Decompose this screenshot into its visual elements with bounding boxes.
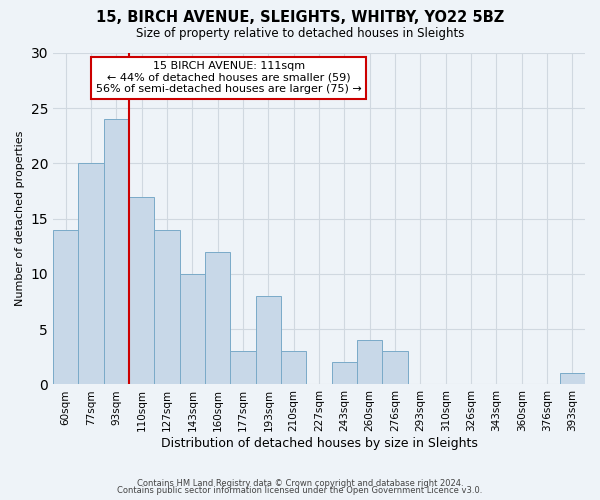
- Bar: [53, 230, 79, 384]
- Bar: [205, 252, 230, 384]
- Bar: [382, 352, 407, 384]
- Bar: [230, 352, 256, 384]
- Bar: [332, 362, 357, 384]
- Text: Contains HM Land Registry data © Crown copyright and database right 2024.: Contains HM Land Registry data © Crown c…: [137, 478, 463, 488]
- Text: 15, BIRCH AVENUE, SLEIGHTS, WHITBY, YO22 5BZ: 15, BIRCH AVENUE, SLEIGHTS, WHITBY, YO22…: [96, 10, 504, 25]
- Bar: [357, 340, 382, 384]
- Y-axis label: Number of detached properties: Number of detached properties: [15, 131, 25, 306]
- Text: Contains public sector information licensed under the Open Government Licence v3: Contains public sector information licen…: [118, 486, 482, 495]
- Bar: [256, 296, 281, 384]
- Text: 15 BIRCH AVENUE: 111sqm
← 44% of detached houses are smaller (59)
56% of semi-de: 15 BIRCH AVENUE: 111sqm ← 44% of detache…: [96, 62, 361, 94]
- Bar: [104, 120, 129, 384]
- X-axis label: Distribution of detached houses by size in Sleights: Distribution of detached houses by size …: [161, 437, 478, 450]
- Bar: [560, 374, 585, 384]
- Bar: [179, 274, 205, 384]
- Bar: [281, 352, 307, 384]
- Bar: [129, 196, 154, 384]
- Bar: [154, 230, 179, 384]
- Bar: [79, 164, 104, 384]
- Text: Size of property relative to detached houses in Sleights: Size of property relative to detached ho…: [136, 28, 464, 40]
